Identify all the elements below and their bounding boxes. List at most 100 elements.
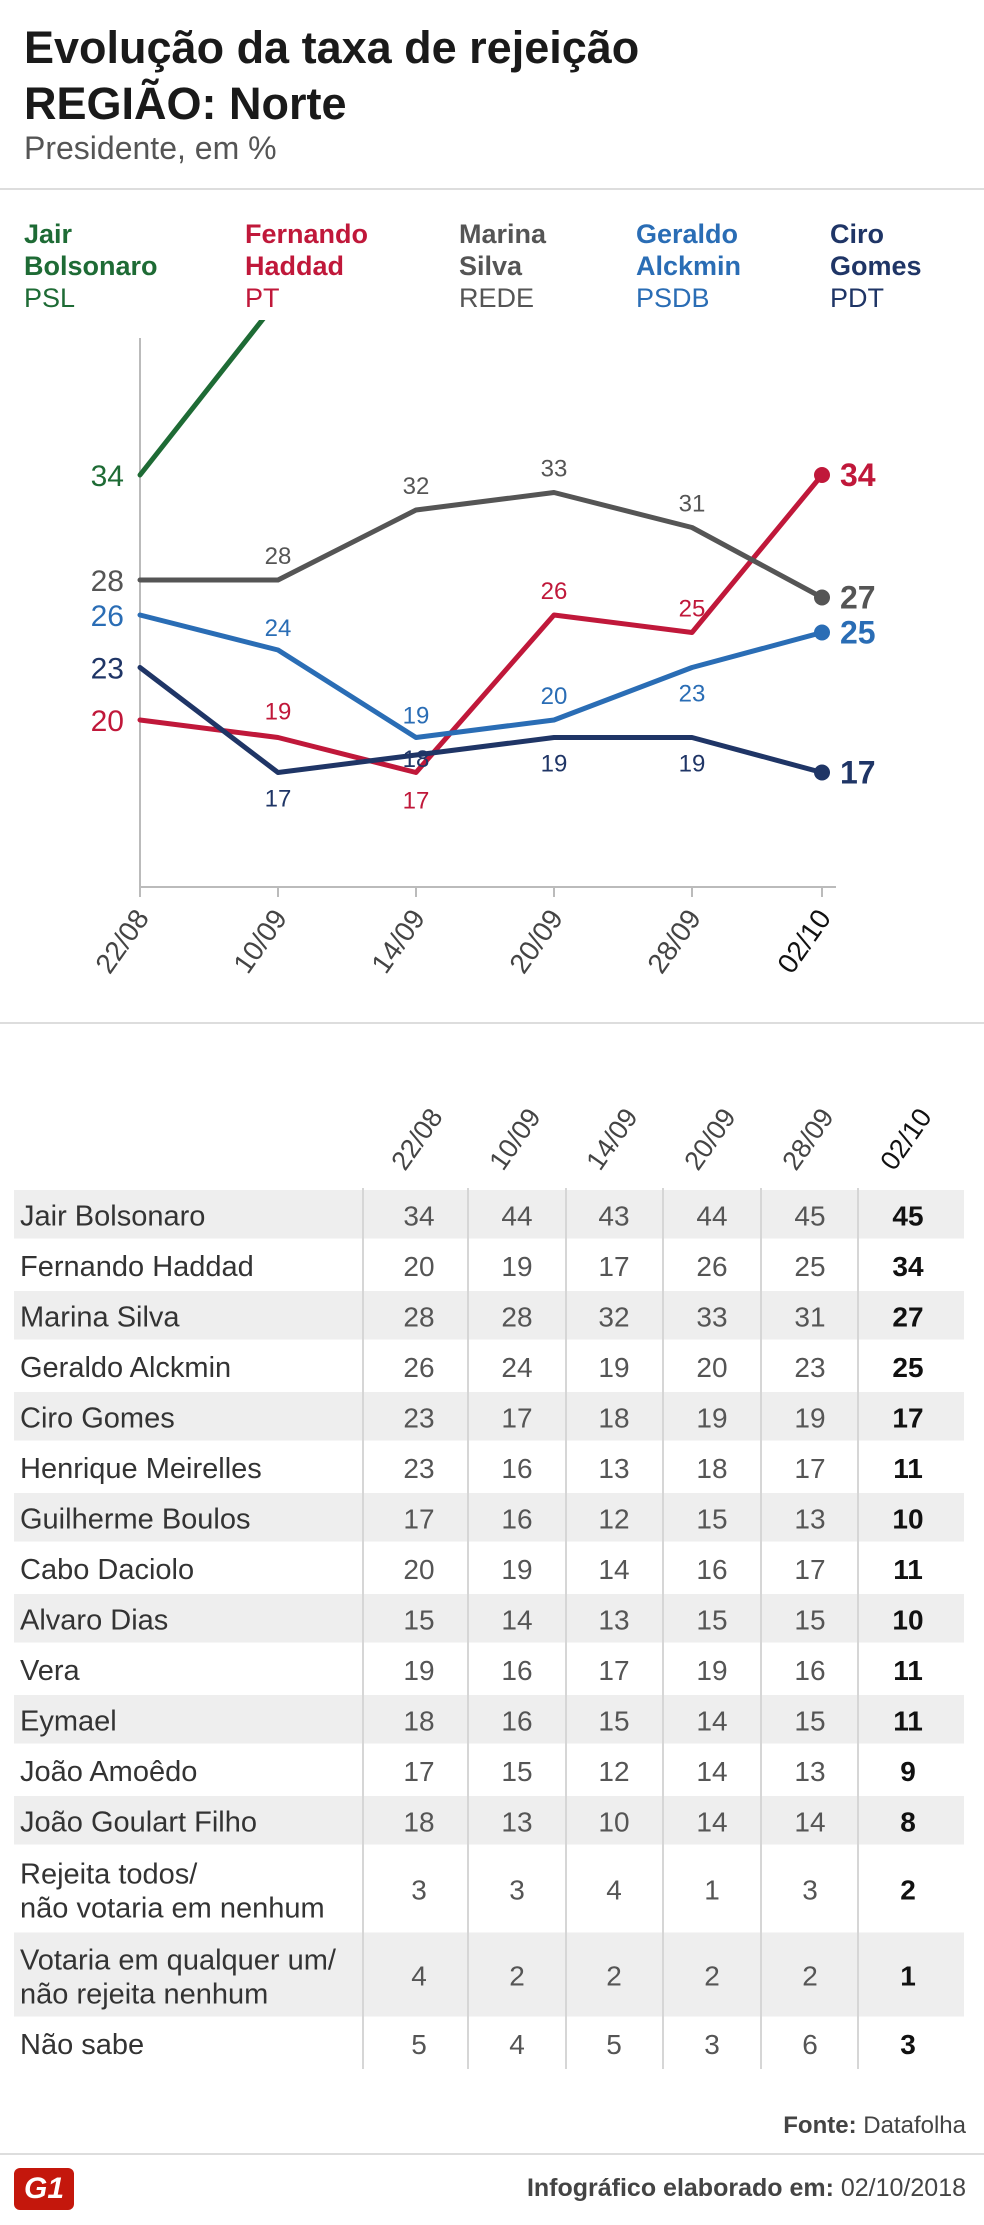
table-cell: 4 [606, 1875, 622, 1906]
column-header: 22/08 [385, 1103, 448, 1176]
table-cell: 1 [900, 1961, 916, 1992]
table-cell: 19 [598, 1352, 629, 1383]
bottom-divider [0, 2153, 984, 2155]
table-row-background [14, 1594, 964, 1643]
table-cell: 24 [501, 1352, 532, 1383]
data-label: 19 [679, 751, 706, 778]
table-cell: 34 [403, 1200, 434, 1231]
table-cell: 34 [892, 1251, 924, 1282]
row-label: João Goulart Filho [20, 1806, 257, 1838]
info-date: 02/10/2018 [840, 2174, 966, 2202]
table-cell: 18 [403, 1705, 434, 1736]
legend-name: Jair [24, 219, 73, 249]
table-cell: 25 [794, 1251, 825, 1282]
series-end-point [814, 467, 830, 483]
row-label: Vera [20, 1655, 81, 1687]
table-cell: 3 [900, 2029, 916, 2060]
series-end-point [814, 764, 830, 781]
column-header: 28/09 [776, 1103, 839, 1176]
series-line [137, 612, 825, 740]
table-cell: 3 [802, 1875, 818, 1906]
table-row-background [14, 1291, 964, 1340]
top-divider [0, 188, 984, 190]
data-label: 31 [679, 491, 706, 518]
table-cell: 28 [403, 1301, 434, 1332]
table-cell: 45 [892, 1200, 923, 1231]
table-cell: 25 [892, 1352, 923, 1383]
table-row-background [14, 1796, 964, 1845]
table-row-background [14, 1392, 964, 1441]
chart-title: Evolução da taxa de rejeição REGIÃO: Nor… [24, 20, 639, 132]
table-cell: 17 [892, 1402, 923, 1433]
footer-source: Fonte: Datafolha [783, 2112, 966, 2140]
table-cell: 1 [704, 1875, 720, 1906]
legend-name: Marina [459, 219, 547, 249]
line-chart: 22/0810/0914/0920/0928/0902/103444434445… [89, 320, 876, 979]
data-label: 32 [403, 473, 430, 500]
table-cell: 11 [893, 1453, 923, 1484]
legend-item-marina: Marina Silva REDE [459, 218, 546, 314]
table-cell: 13 [598, 1453, 629, 1484]
table-cell: 20 [696, 1352, 727, 1383]
data-label: 23 [91, 653, 124, 686]
table-cell: 15 [598, 1705, 629, 1736]
table-cell: 5 [606, 2029, 622, 2060]
title-line-2: REGIÃO: Norte [24, 78, 347, 129]
data-label: 25 [840, 615, 876, 651]
row-label: Rejeita todos/ [20, 1859, 198, 1891]
table-row-background [14, 1695, 964, 1744]
legend-name: Ciro [830, 219, 884, 249]
table-row-background [14, 1190, 964, 1239]
table-cell: 2 [606, 1961, 622, 1992]
table-cell: 18 [403, 1806, 434, 1837]
legend-party: REDE [459, 283, 535, 313]
table-cell: 9 [900, 1756, 916, 1787]
table-cell: 3 [704, 2029, 720, 2060]
table-cell: 20 [403, 1251, 434, 1282]
legend-name: Gomes [830, 251, 922, 281]
row-label: Não sabe [20, 2029, 144, 2061]
table-cell: 12 [598, 1503, 629, 1534]
table-cell: 15 [794, 1604, 825, 1635]
x-tick-label: 22/08 [89, 904, 155, 979]
table-cell: 3 [411, 1875, 427, 1906]
row-label: Jair Bolsonaro [20, 1200, 205, 1232]
middle-divider [0, 1022, 984, 1024]
table-cell: 5 [411, 2029, 427, 2060]
data-label: 17 [403, 788, 430, 815]
table-cell: 13 [501, 1806, 532, 1837]
table-cell: 14 [501, 1604, 532, 1635]
chart-subtitle: Presidente, em % [24, 130, 277, 166]
table-cell: 19 [696, 1402, 727, 1433]
table-cell: 16 [696, 1554, 727, 1585]
table-cell: 18 [598, 1402, 629, 1433]
x-tick-label: 02/10 [771, 904, 837, 979]
table-cell: 15 [501, 1756, 532, 1787]
footer-info: Infográfico elaborado em: 02/10/2018 [527, 2174, 966, 2203]
data-label: 20 [541, 683, 568, 710]
legend-name: Geraldo [636, 219, 739, 249]
row-label: Guilherme Boulos [20, 1503, 251, 1535]
data-label: 17 [265, 786, 292, 813]
table-cell: 15 [403, 1604, 434, 1635]
legend-name: Silva [459, 251, 523, 281]
table-cell: 4 [509, 2029, 525, 2060]
table-cell: 10 [892, 1503, 923, 1534]
data-label: 20 [91, 705, 124, 738]
legend-name: Bolsonaro [24, 251, 158, 281]
legend-name: Haddad [245, 251, 345, 281]
series-line [137, 472, 825, 775]
legend-party: PSDB [636, 283, 710, 313]
g1-logo: G1 [14, 2168, 74, 2210]
table-cell: 17 [598, 1251, 629, 1282]
table-cell: 19 [696, 1655, 727, 1686]
table-cell: 2 [900, 1875, 916, 1906]
column-header: 10/09 [483, 1103, 546, 1176]
table-cell: 6 [802, 2029, 818, 2060]
table-cell: 23 [794, 1352, 825, 1383]
x-tick-label: 14/09 [365, 904, 431, 979]
row-label: Alvaro Dias [20, 1604, 168, 1636]
table-cell: 10 [892, 1604, 923, 1635]
data-label: 26 [541, 578, 568, 605]
table-cell: 14 [696, 1705, 727, 1736]
